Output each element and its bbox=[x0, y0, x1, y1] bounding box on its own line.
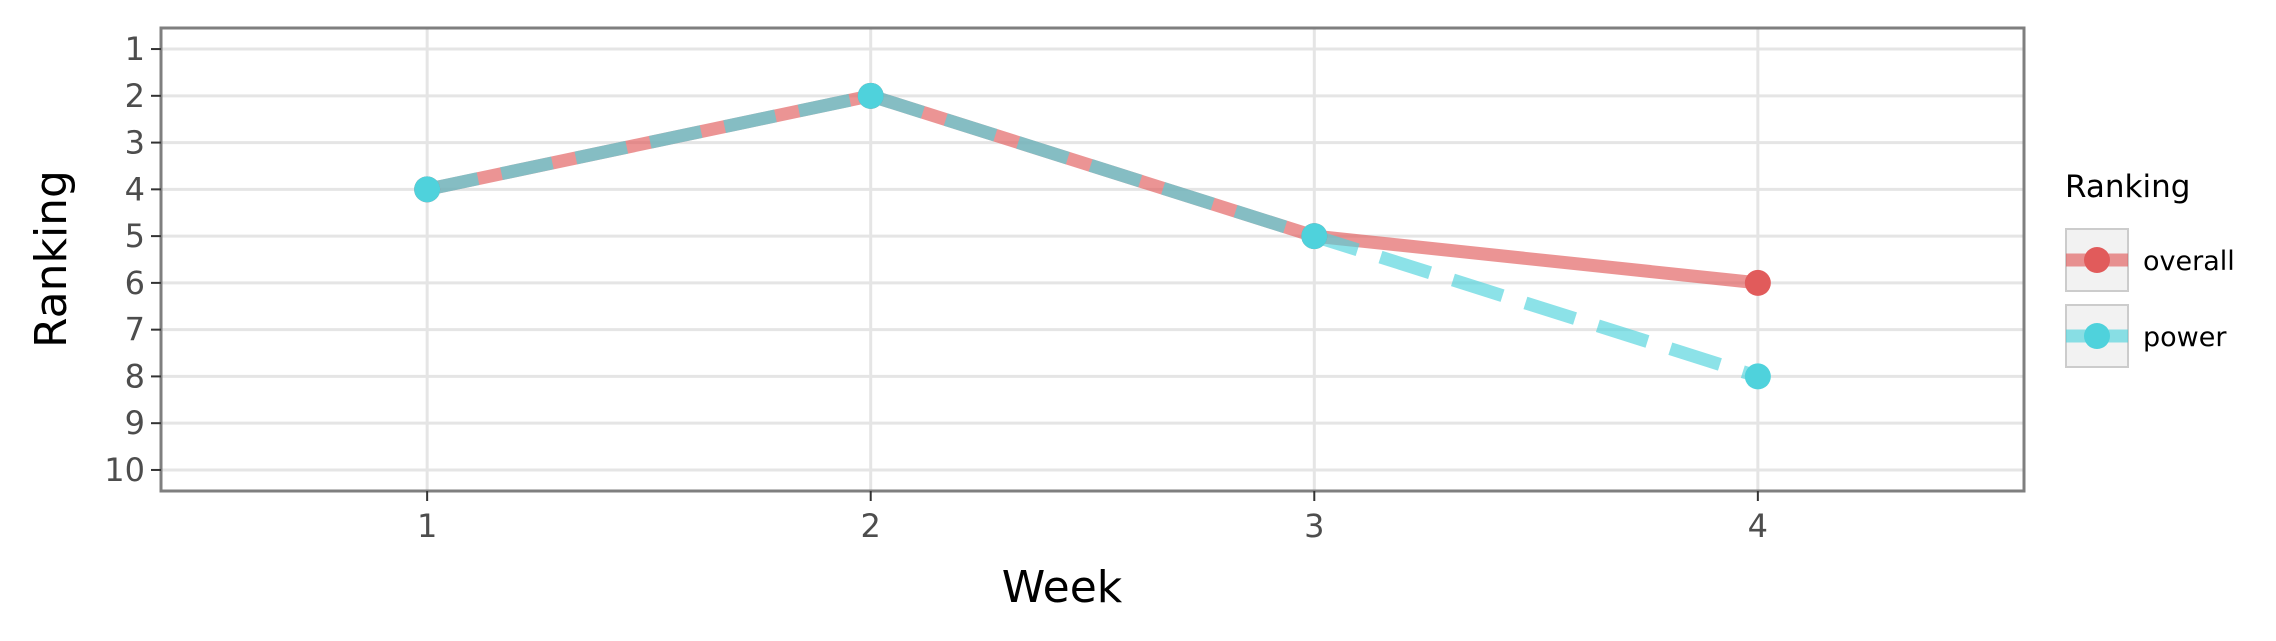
legend-title: Ranking bbox=[2065, 169, 2190, 205]
plot-border bbox=[159, 26, 2026, 493]
y-tick-label: 5 bbox=[125, 217, 145, 255]
y-tick-label: 3 bbox=[125, 124, 145, 162]
power-data-point bbox=[857, 82, 884, 109]
axis-ticks: 1 2 3 4 5 6 7 8 9 10 1 2 3 4 bbox=[104, 30, 1768, 545]
legend-label: overall bbox=[2143, 246, 2235, 277]
y-tick-label: 7 bbox=[125, 311, 145, 349]
y-tick-label: 2 bbox=[125, 77, 145, 115]
y-tick-label: 9 bbox=[125, 404, 145, 442]
y-tick-label: 4 bbox=[125, 170, 145, 208]
y-axis-title: Ranking bbox=[26, 170, 77, 348]
legend-key-point bbox=[2084, 247, 2110, 273]
x-tick-label: 4 bbox=[1748, 507, 1768, 545]
overall-data-point bbox=[1744, 269, 1771, 296]
x-tick-label: 3 bbox=[1304, 507, 1324, 545]
x-axis-title: Week bbox=[1002, 562, 1123, 613]
legend-keys: overall power bbox=[2065, 228, 2235, 368]
y-tick-label: 8 bbox=[125, 357, 145, 395]
power-data-point bbox=[1744, 363, 1771, 390]
legend-item-power: power bbox=[2065, 304, 2227, 368]
power-data-point bbox=[414, 176, 441, 203]
legend-label: power bbox=[2143, 322, 2227, 353]
legend-item-overall: overall bbox=[2065, 228, 2235, 292]
power-series-line bbox=[425, 89, 1760, 383]
power-data-point bbox=[1301, 223, 1328, 250]
y-tick-label: 1 bbox=[125, 30, 145, 68]
y-tick-label: 6 bbox=[125, 264, 145, 302]
legend-key-point bbox=[2084, 323, 2110, 349]
x-tick-label: 1 bbox=[417, 507, 437, 545]
series-points bbox=[414, 82, 1771, 390]
x-tick-label: 2 bbox=[861, 507, 881, 545]
y-tick-label: 10 bbox=[104, 451, 145, 489]
legend: Ranking overall power bbox=[2065, 169, 2235, 368]
plot-background bbox=[161, 28, 2024, 491]
series-lines bbox=[425, 89, 1760, 383]
